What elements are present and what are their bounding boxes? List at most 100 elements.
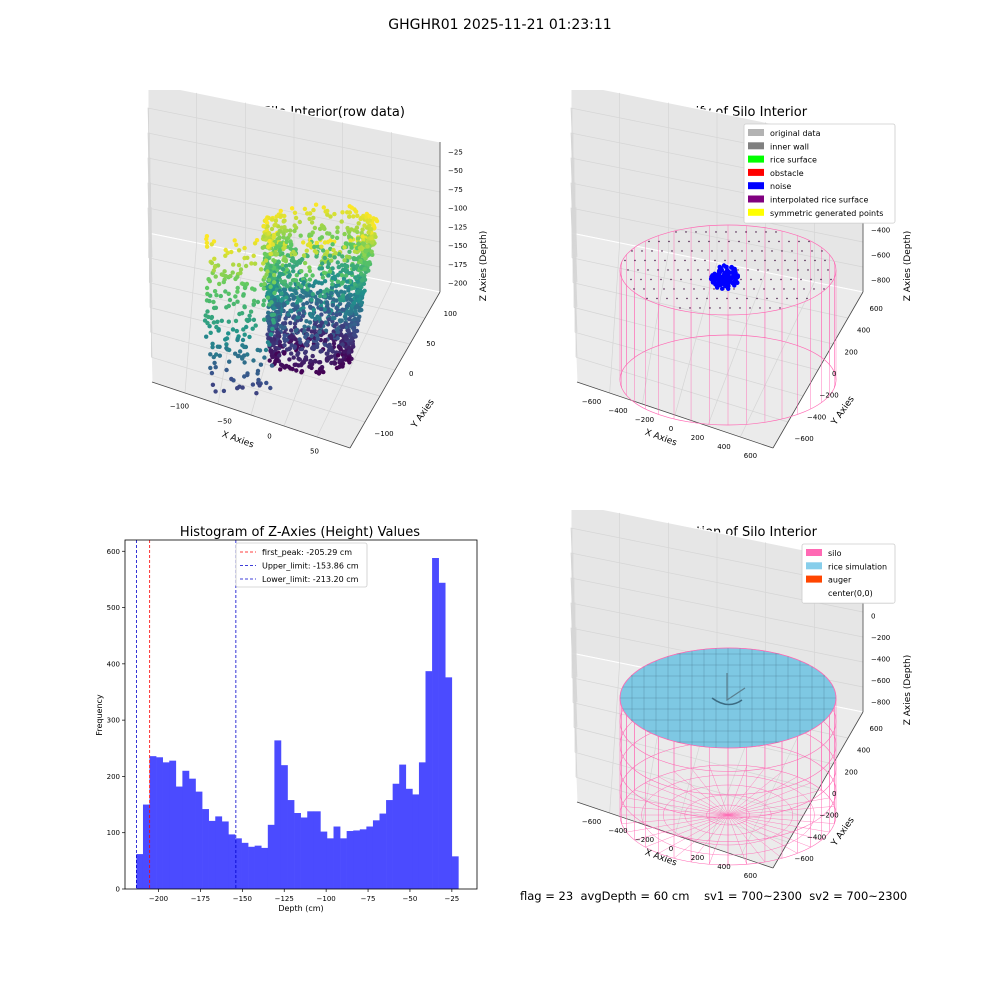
- data-point: [336, 252, 342, 257]
- surface-point: [673, 288, 675, 290]
- surface-point: [706, 297, 708, 300]
- data-point: [301, 240, 306, 245]
- data-point: [249, 261, 254, 266]
- silo-floor-wire: [727, 814, 835, 824]
- z-tick-label: −200: [448, 280, 467, 288]
- silo-floor-wire: [658, 814, 729, 854]
- silo-floor-wire: [634, 814, 729, 841]
- surface-point: [754, 259, 756, 262]
- data-point: [261, 286, 267, 291]
- data-point: [317, 329, 322, 335]
- surface-point: [743, 288, 745, 290]
- simulation-3d-plot: 3D simulation of Silo Interior −600−400−…: [570, 510, 913, 880]
- legend-label: original data: [770, 129, 821, 138]
- surface-point: [675, 231, 677, 233]
- data-point: [307, 233, 312, 239]
- data-point: [292, 228, 297, 234]
- data-point: [332, 361, 337, 366]
- data-point: [296, 281, 301, 287]
- data-point: [327, 355, 332, 360]
- data-point: [345, 225, 350, 231]
- data-point: [236, 248, 242, 253]
- data-point: [356, 241, 362, 247]
- surface-point: [787, 269, 789, 271]
- data-point: [213, 365, 218, 370]
- surface-point: [686, 297, 688, 300]
- data-point: [207, 324, 212, 329]
- legend-swatch: [806, 549, 822, 556]
- data-point: [264, 220, 270, 226]
- data-point: [292, 210, 298, 215]
- surface-point: [667, 269, 669, 271]
- data-point: [351, 256, 357, 261]
- data-point: [291, 302, 296, 307]
- surface-point: [704, 259, 706, 262]
- surface-point: [725, 231, 727, 233]
- y-axis-label: Y Axies: [829, 815, 857, 848]
- data-point: [367, 214, 372, 219]
- histogram-bar: [445, 677, 453, 889]
- data-point: [251, 301, 256, 307]
- surface-point: [691, 250, 693, 252]
- data-point: [294, 327, 299, 333]
- z-tick-label: −600: [871, 252, 890, 260]
- surface-point: [737, 269, 739, 271]
- data-point: [275, 333, 280, 338]
- surface-point: [715, 231, 717, 233]
- histogram-bar: [451, 856, 459, 889]
- histogram-bar: [359, 829, 367, 889]
- histogram-bar: [313, 811, 321, 889]
- surface-point: [658, 240, 660, 243]
- x-tick-label: −125: [275, 895, 294, 903]
- surface-point: [657, 269, 659, 271]
- x-tick-label: −50: [403, 895, 418, 903]
- data-point: [211, 239, 217, 244]
- data-point: [309, 297, 314, 302]
- data-point: [318, 293, 323, 299]
- data-point: [283, 263, 289, 269]
- data-point: [345, 210, 350, 215]
- data-point: [346, 356, 351, 361]
- data-point: [284, 363, 289, 369]
- z-tick-label: −50: [448, 167, 463, 175]
- legend-box: [801, 543, 896, 604]
- legend-box: [743, 123, 896, 224]
- x-tick-label: −75: [361, 895, 376, 903]
- surface-point: [806, 297, 808, 300]
- silo-floor-wire: [658, 776, 729, 816]
- data-point: [268, 264, 273, 269]
- data-point: [347, 332, 352, 337]
- surface-point: [648, 240, 650, 243]
- data-point: [313, 359, 318, 364]
- data-point: [277, 265, 282, 270]
- data-point: [212, 256, 217, 261]
- histogram-bar: [156, 757, 163, 889]
- surface-point: [696, 297, 698, 300]
- data-point: [345, 279, 350, 284]
- histogram-bar: [379, 813, 387, 889]
- data-point: [327, 253, 333, 258]
- data-point: [223, 273, 228, 279]
- y-tick-label: 0: [832, 370, 836, 378]
- data-point: [310, 230, 315, 235]
- data-point: [340, 342, 345, 347]
- surface-point: [728, 240, 730, 243]
- data-point: [284, 239, 289, 245]
- surface-point: [830, 278, 832, 281]
- data-point: [288, 228, 293, 233]
- y-tick-label: −200: [820, 392, 839, 400]
- data-point: [250, 286, 255, 291]
- surface-point: [808, 240, 810, 243]
- silo-floor-wire: [645, 814, 729, 848]
- data-point: [204, 234, 210, 239]
- noise-point: [734, 280, 740, 285]
- data-point: [250, 326, 255, 331]
- data-point: [321, 248, 326, 253]
- surface-point: [765, 231, 767, 233]
- auger-shaft: [726, 673, 746, 702]
- data-point: [374, 218, 380, 224]
- histogram-bar: [333, 826, 341, 889]
- histogram-bar: [208, 820, 216, 889]
- data-point: [311, 307, 316, 312]
- data-point: [330, 234, 335, 239]
